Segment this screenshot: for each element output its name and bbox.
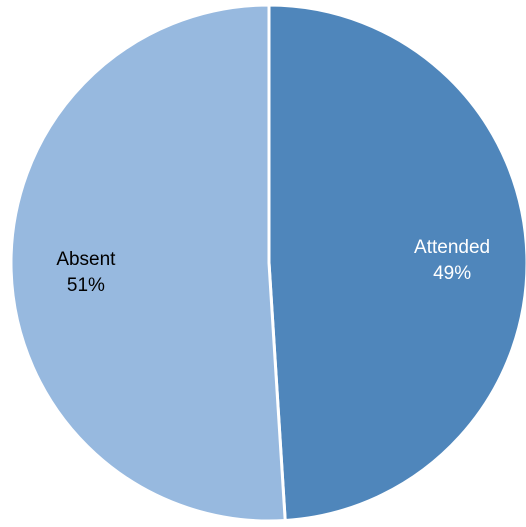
slice-percent-absent: 51%	[67, 275, 105, 296]
pie-labels: Attended 49% Absent 51%	[56, 237, 490, 296]
slice-percent-attended: 49%	[433, 263, 471, 284]
pie-slice-attended	[267, 3, 526, 522]
pie-slice-absent	[9, 3, 287, 523]
pie-slices	[9, 3, 526, 523]
slice-label-absent: Absent	[56, 249, 116, 270]
slice-label-attended: Attended	[414, 237, 490, 258]
